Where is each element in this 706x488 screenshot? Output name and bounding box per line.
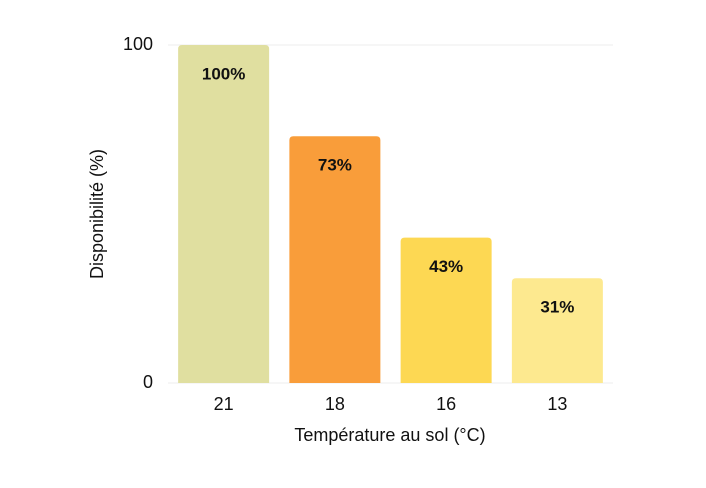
bar [511, 278, 603, 383]
x-tick-label: 13 [547, 394, 567, 414]
x-axis-label: Température au sol (°C) [294, 425, 485, 445]
value-label: 31% [540, 298, 574, 317]
y-axis-label: Disponibilité (%) [87, 149, 107, 279]
bar [289, 136, 381, 383]
bar [178, 45, 270, 383]
y-tick-label: 100 [123, 34, 153, 54]
value-label: 43% [429, 257, 463, 276]
value-label: 100% [202, 64, 245, 83]
x-tick-label: 21 [214, 394, 234, 414]
x-tick-label: 16 [436, 394, 456, 414]
value-label: 73% [318, 156, 352, 175]
y-tick-label: 0 [143, 372, 153, 392]
x-tick-label: 18 [325, 394, 345, 414]
bar [400, 237, 492, 383]
